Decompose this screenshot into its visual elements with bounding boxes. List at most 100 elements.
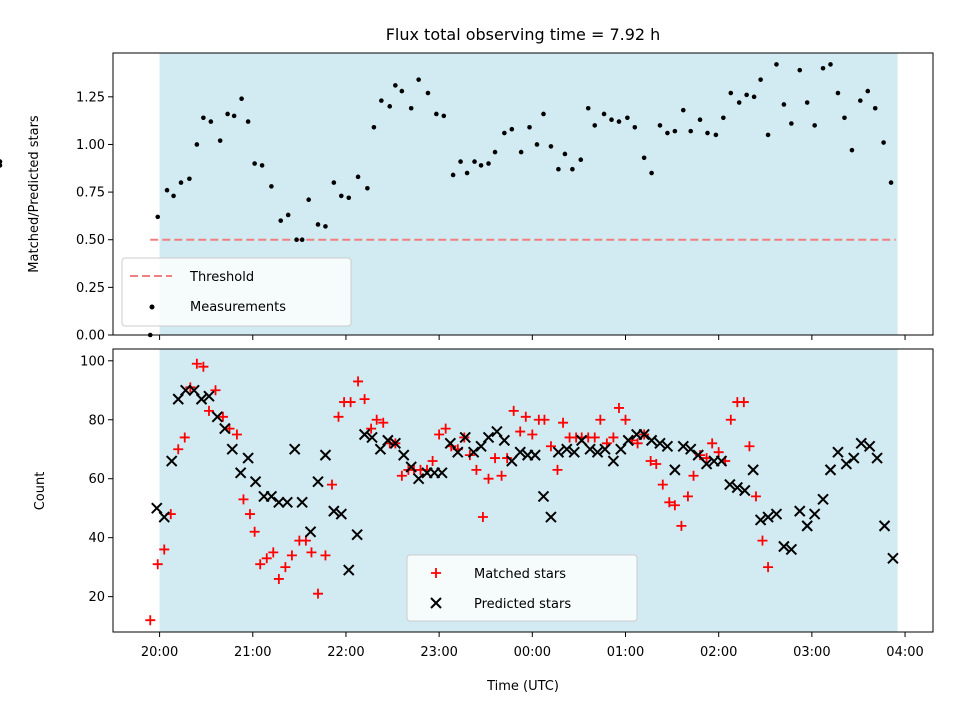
matched-star-marker — [471, 464, 482, 475]
measurement-point — [672, 128, 678, 134]
matched-star-marker — [300, 535, 311, 546]
matched-star-marker — [191, 358, 202, 369]
measurement-point — [541, 111, 546, 117]
matched-star-marker — [508, 405, 519, 416]
predicted-star-marker — [273, 496, 285, 508]
measurement-point — [492, 149, 498, 155]
predicted-star-marker — [754, 514, 767, 526]
matched-star-marker — [203, 405, 214, 416]
measurement-point — [245, 119, 251, 124]
predicted-star-marker — [382, 434, 394, 447]
predicted-star-marker — [832, 446, 844, 458]
measurement-point — [888, 180, 894, 185]
predicted-star-marker — [514, 446, 526, 458]
measurement-point — [570, 166, 575, 172]
matched-star-marker — [359, 394, 370, 405]
measurement-point — [399, 88, 405, 94]
matched-star-marker — [757, 535, 768, 546]
predicted-star-marker — [459, 431, 471, 444]
measurement-point — [518, 149, 524, 155]
matched-star-marker — [273, 573, 284, 584]
predicted-star-marker — [654, 437, 666, 450]
bottom-ytick-label: 100 — [80, 354, 105, 369]
measurement-point — [585, 105, 591, 111]
matched-star-marker — [145, 615, 156, 626]
matched-star-marker — [152, 559, 163, 570]
predicted-star-marker — [622, 434, 635, 447]
measurement-point — [527, 125, 532, 130]
measurement-point — [178, 180, 184, 185]
predicted-star-marker — [778, 540, 790, 553]
matched-star-marker — [353, 376, 364, 387]
measurement-point — [208, 119, 214, 124]
predicted-star-marker — [840, 458, 853, 470]
bottom-ytick-label: 40 — [88, 531, 105, 546]
predicted-star-marker — [335, 508, 348, 520]
bottom-legend: Matched stars Predicted stars — [406, 554, 638, 622]
measurement-point — [239, 96, 244, 102]
matched-star-marker — [477, 512, 488, 523]
bottom-legend-box — [406, 554, 638, 622]
matched-star-marker — [520, 411, 531, 422]
measurement-point — [657, 123, 663, 128]
predicted-star-marker — [584, 443, 596, 455]
matched-star-marker — [682, 491, 693, 502]
matched-star-marker — [261, 553, 272, 564]
measurement-point — [355, 174, 361, 180]
matched-star-marker — [664, 497, 675, 508]
predicted-star-marker — [692, 449, 704, 461]
predicted-star-marker — [887, 552, 899, 565]
matched-star-marker — [427, 456, 438, 467]
top-ytick-label: 0.75 — [76, 186, 105, 201]
predicted-star-marker — [203, 390, 215, 402]
bottom-xtick-label: 23:00 — [420, 645, 457, 660]
matched-star-marker — [744, 441, 755, 452]
matched-star-marker — [738, 397, 749, 408]
measurement-point — [751, 94, 757, 100]
measurement-point — [478, 163, 484, 168]
bottom-xtick-label: 02:00 — [700, 645, 737, 660]
matched-star-marker — [179, 432, 190, 443]
measurement-point — [812, 123, 817, 128]
predicted-star-marker — [412, 473, 425, 485]
matched-star-marker — [371, 414, 382, 425]
predicted-star-marker — [358, 428, 371, 441]
predicted-star-marker — [645, 434, 658, 447]
measurement-point — [225, 111, 230, 117]
matched-star-marker — [238, 494, 249, 505]
measurement-point — [789, 121, 794, 126]
measurement-point — [641, 155, 647, 161]
measurement-point — [774, 62, 779, 67]
matched-star-marker — [589, 432, 600, 443]
legend-plus-mark — [431, 568, 441, 578]
matched-star-marker — [490, 453, 501, 464]
top-ytick-label: 1.00 — [76, 138, 105, 153]
predicted-star-marker — [482, 431, 495, 444]
measurement-point — [0, 159, 3, 164]
predicted-star-marker — [661, 440, 674, 452]
measurement-point — [736, 100, 742, 105]
predicted-star-marker — [319, 449, 332, 461]
bottom-xlabel: Time (UTC) — [486, 679, 559, 694]
measurement-point — [164, 187, 170, 193]
measurement-point — [509, 126, 515, 132]
measurement-point — [441, 113, 447, 119]
legend-cross-mark — [430, 597, 442, 609]
predicted-star-marker — [871, 452, 883, 464]
measurement-point — [556, 166, 561, 172]
measurement-point — [744, 92, 749, 98]
matched-star-marker — [608, 432, 619, 443]
measurement-point — [592, 123, 598, 128]
matched-star-marker — [676, 520, 687, 531]
predicted-star-marker — [724, 478, 736, 491]
measurement-point — [804, 100, 810, 105]
measurement-point — [155, 214, 161, 220]
measurement-point — [781, 102, 787, 107]
matched-star-marker — [210, 385, 221, 396]
measurement-point — [278, 218, 284, 223]
matched-star-marker — [669, 500, 680, 511]
measurement-point — [835, 90, 841, 96]
predicted-star-marker — [242, 452, 254, 464]
matched-star-marker — [595, 414, 606, 425]
predicted-star-marker — [552, 446, 565, 458]
